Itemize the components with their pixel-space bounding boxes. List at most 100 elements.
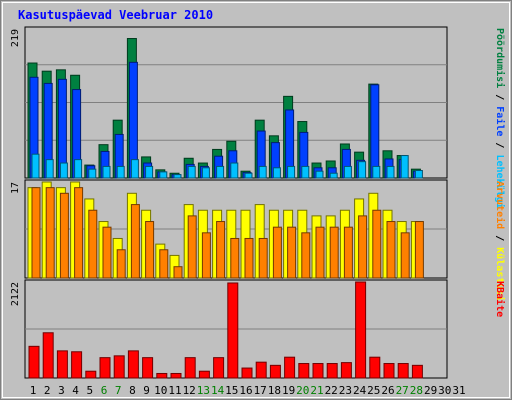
bar-kbytes-kbaite-day-22	[326, 363, 338, 379]
bar-hits-files-pages-lehekülgi-day-26	[386, 165, 395, 179]
x-tick-label-day-30: 30	[438, 384, 451, 397]
bar-visits-sites-arvuteid-day-20	[301, 232, 311, 279]
bar-hits-files-pages-lehekülgi-day-1	[31, 153, 40, 179]
bar-kbytes-kbaite-day-12	[184, 357, 196, 379]
bar-kbytes-kbaite-day-13	[198, 370, 210, 379]
x-tick-label-day-6: 6	[101, 384, 108, 397]
bar-hits-files-pages-lehekülgi-day-12	[187, 165, 196, 179]
panel-visits-sites: 17 Arvuteid / Külastusi	[10, 179, 506, 301]
bar-hits-files-pages-lehekülgi-day-25	[372, 165, 381, 179]
bar-kbytes-kbaite-day-18	[269, 364, 281, 379]
legend-part: Pöördumisi	[494, 28, 506, 88]
bar-kbytes-kbaite-day-23	[340, 362, 352, 379]
x-tick-label-day-17: 17	[254, 384, 267, 397]
x-tick-label-day-3: 3	[58, 384, 65, 397]
bar-hits-files-pages-lehekülgi-day-17	[258, 165, 267, 179]
x-tick-label-day-13: 13	[197, 384, 210, 397]
bar-visits-sites-arvuteid-day-27	[400, 232, 410, 279]
bar-hits-files-pages-lehekülgi-day-16	[244, 172, 253, 179]
bar-visits-sites-arvuteid-day-17	[258, 237, 268, 279]
bar-hits-files-pages-lehekülgi-day-18	[272, 167, 281, 179]
x-tick-label-day-20: 20	[296, 384, 309, 397]
bar-kbytes-kbaite-day-5	[85, 370, 97, 379]
bar-visits-sites-arvuteid-day-11	[173, 266, 183, 279]
bar-kbytes-kbaite-day-6	[99, 357, 111, 379]
x-tick-label-day-5: 5	[86, 384, 93, 397]
x-tick-label-day-2: 2	[44, 384, 51, 397]
legend-part: /	[494, 88, 505, 106]
x-tick-label-day-25: 25	[367, 384, 380, 397]
x-tick-label-day-8: 8	[129, 384, 136, 397]
bar-visits-sites-arvuteid-day-2	[45, 187, 55, 279]
bar-hits-files-pages-lehekülgi-day-20	[301, 165, 310, 179]
panel-hits-files-pages: 219 Pöördumisi / Faile / Lehekülgi	[10, 26, 506, 209]
bar-hits-files-pages-lehekülgi-day-2	[45, 159, 54, 179]
bar-visits-sites-arvuteid-day-3	[59, 192, 69, 279]
chart-title: Kasutuspäevad Veebruar 2010	[18, 8, 213, 22]
bar-kbytes-kbaite-day-21	[312, 363, 324, 379]
legend-part: /	[494, 136, 505, 154]
bar-kbytes-kbaite-day-20	[298, 363, 310, 379]
series-legend-label: Pöördumisi / Faile / Lehekülgi	[494, 28, 506, 209]
bar-hits-files-pages-lehekülgi-day-4	[74, 159, 83, 179]
x-tick-label-day-18: 18	[268, 384, 281, 397]
bar-kbytes-kbaite-day-27	[397, 363, 409, 379]
bar-visits-sites-arvuteid-day-24	[358, 215, 368, 279]
x-tick-label-day-23: 23	[339, 384, 352, 397]
x-tick-label-day-16: 16	[239, 384, 252, 397]
bar-hits-files-pages-lehekülgi-day-19	[287, 165, 296, 179]
bar-hits-files-pages-lehekülgi-day-22	[329, 172, 338, 179]
bar-kbytes-kbaite-day-3	[56, 350, 68, 379]
bar-kbytes-kbaite-day-14	[213, 357, 225, 379]
bar-kbytes-kbaite-day-25	[369, 356, 381, 379]
bar-visits-sites-arvuteid-day-15	[230, 237, 240, 279]
bar-kbytes-kbaite-day-17	[255, 361, 267, 379]
panel-kbytes: 2122 KBaite	[10, 279, 506, 379]
bar-hits-files-pages-lehekülgi-day-27	[400, 155, 409, 179]
bar-hits-files-pages-lehekülgi-day-23	[343, 165, 352, 179]
bar-kbytes-kbaite-day-26	[383, 363, 395, 379]
bar-visits-sites-arvuteid-day-23	[343, 226, 353, 279]
bar-hits-files-pages-lehekülgi-day-3	[59, 162, 68, 179]
x-tick-label-day-14: 14	[211, 384, 225, 397]
bar-hits-files-pages-lehekülgi-day-14	[216, 165, 225, 179]
bar-hits-files-pages-lehekülgi-day-7	[116, 165, 125, 179]
x-tick-label-day-21: 21	[310, 384, 323, 397]
y-max-label: 219	[10, 29, 21, 47]
bar-kbytes-kbaite-day-28	[411, 364, 423, 379]
bar-kbytes-kbaite-day-11	[170, 372, 182, 379]
legend-part: Lehekülgi	[494, 154, 506, 208]
x-tick-label-day-1: 1	[30, 384, 37, 397]
bar-visits-sites-arvuteid-day-16	[244, 237, 254, 279]
series-legend-label: KBaite	[494, 281, 506, 317]
bar-visits-sites-arvuteid-day-10	[159, 249, 169, 279]
bar-visits-sites-arvuteid-day-5	[88, 209, 98, 279]
legend-part: KBaite	[494, 281, 506, 317]
bar-hits-files-pages-lehekülgi-day-10	[159, 171, 168, 179]
x-tick-label-day-26: 26	[381, 384, 394, 397]
x-tick-label-day-4: 4	[72, 384, 79, 397]
bar-hits-files-pages-lehekülgi-day-21	[315, 170, 324, 179]
bar-visits-sites-arvuteid-day-9	[145, 221, 155, 279]
x-tick-label-day-24: 24	[353, 384, 367, 397]
bar-kbytes-kbaite-day-7	[113, 355, 125, 379]
x-tick-label-day-9: 9	[143, 384, 150, 397]
bar-kbytes-kbaite-day-9	[142, 357, 154, 379]
bar-hits-files-pages-faile-day-25	[370, 84, 380, 179]
bar-kbytes-kbaite-day-2	[42, 332, 54, 379]
bar-hits-files-pages-lehekülgi-day-28	[414, 170, 423, 179]
x-tick-label-day-7: 7	[115, 384, 122, 397]
x-tick-label-day-31: 31	[452, 384, 465, 397]
bar-visits-sites-arvuteid-day-22	[329, 226, 339, 279]
bar-visits-sites-arvuteid-day-12	[187, 215, 197, 279]
x-tick-label-day-11: 11	[168, 384, 181, 397]
series-legend-label: Arvuteid / Külastusi	[494, 181, 506, 301]
bar-kbytes-kbaite-day-15	[227, 282, 239, 379]
bar-kbytes-kbaite-day-10	[156, 372, 168, 379]
bar-visits-sites-arvuteid-day-19	[287, 226, 297, 279]
bar-hits-files-pages-lehekülgi-day-9	[145, 165, 154, 179]
x-tick-label-day-15: 15	[225, 384, 238, 397]
x-tick-label-day-28: 28	[410, 384, 423, 397]
